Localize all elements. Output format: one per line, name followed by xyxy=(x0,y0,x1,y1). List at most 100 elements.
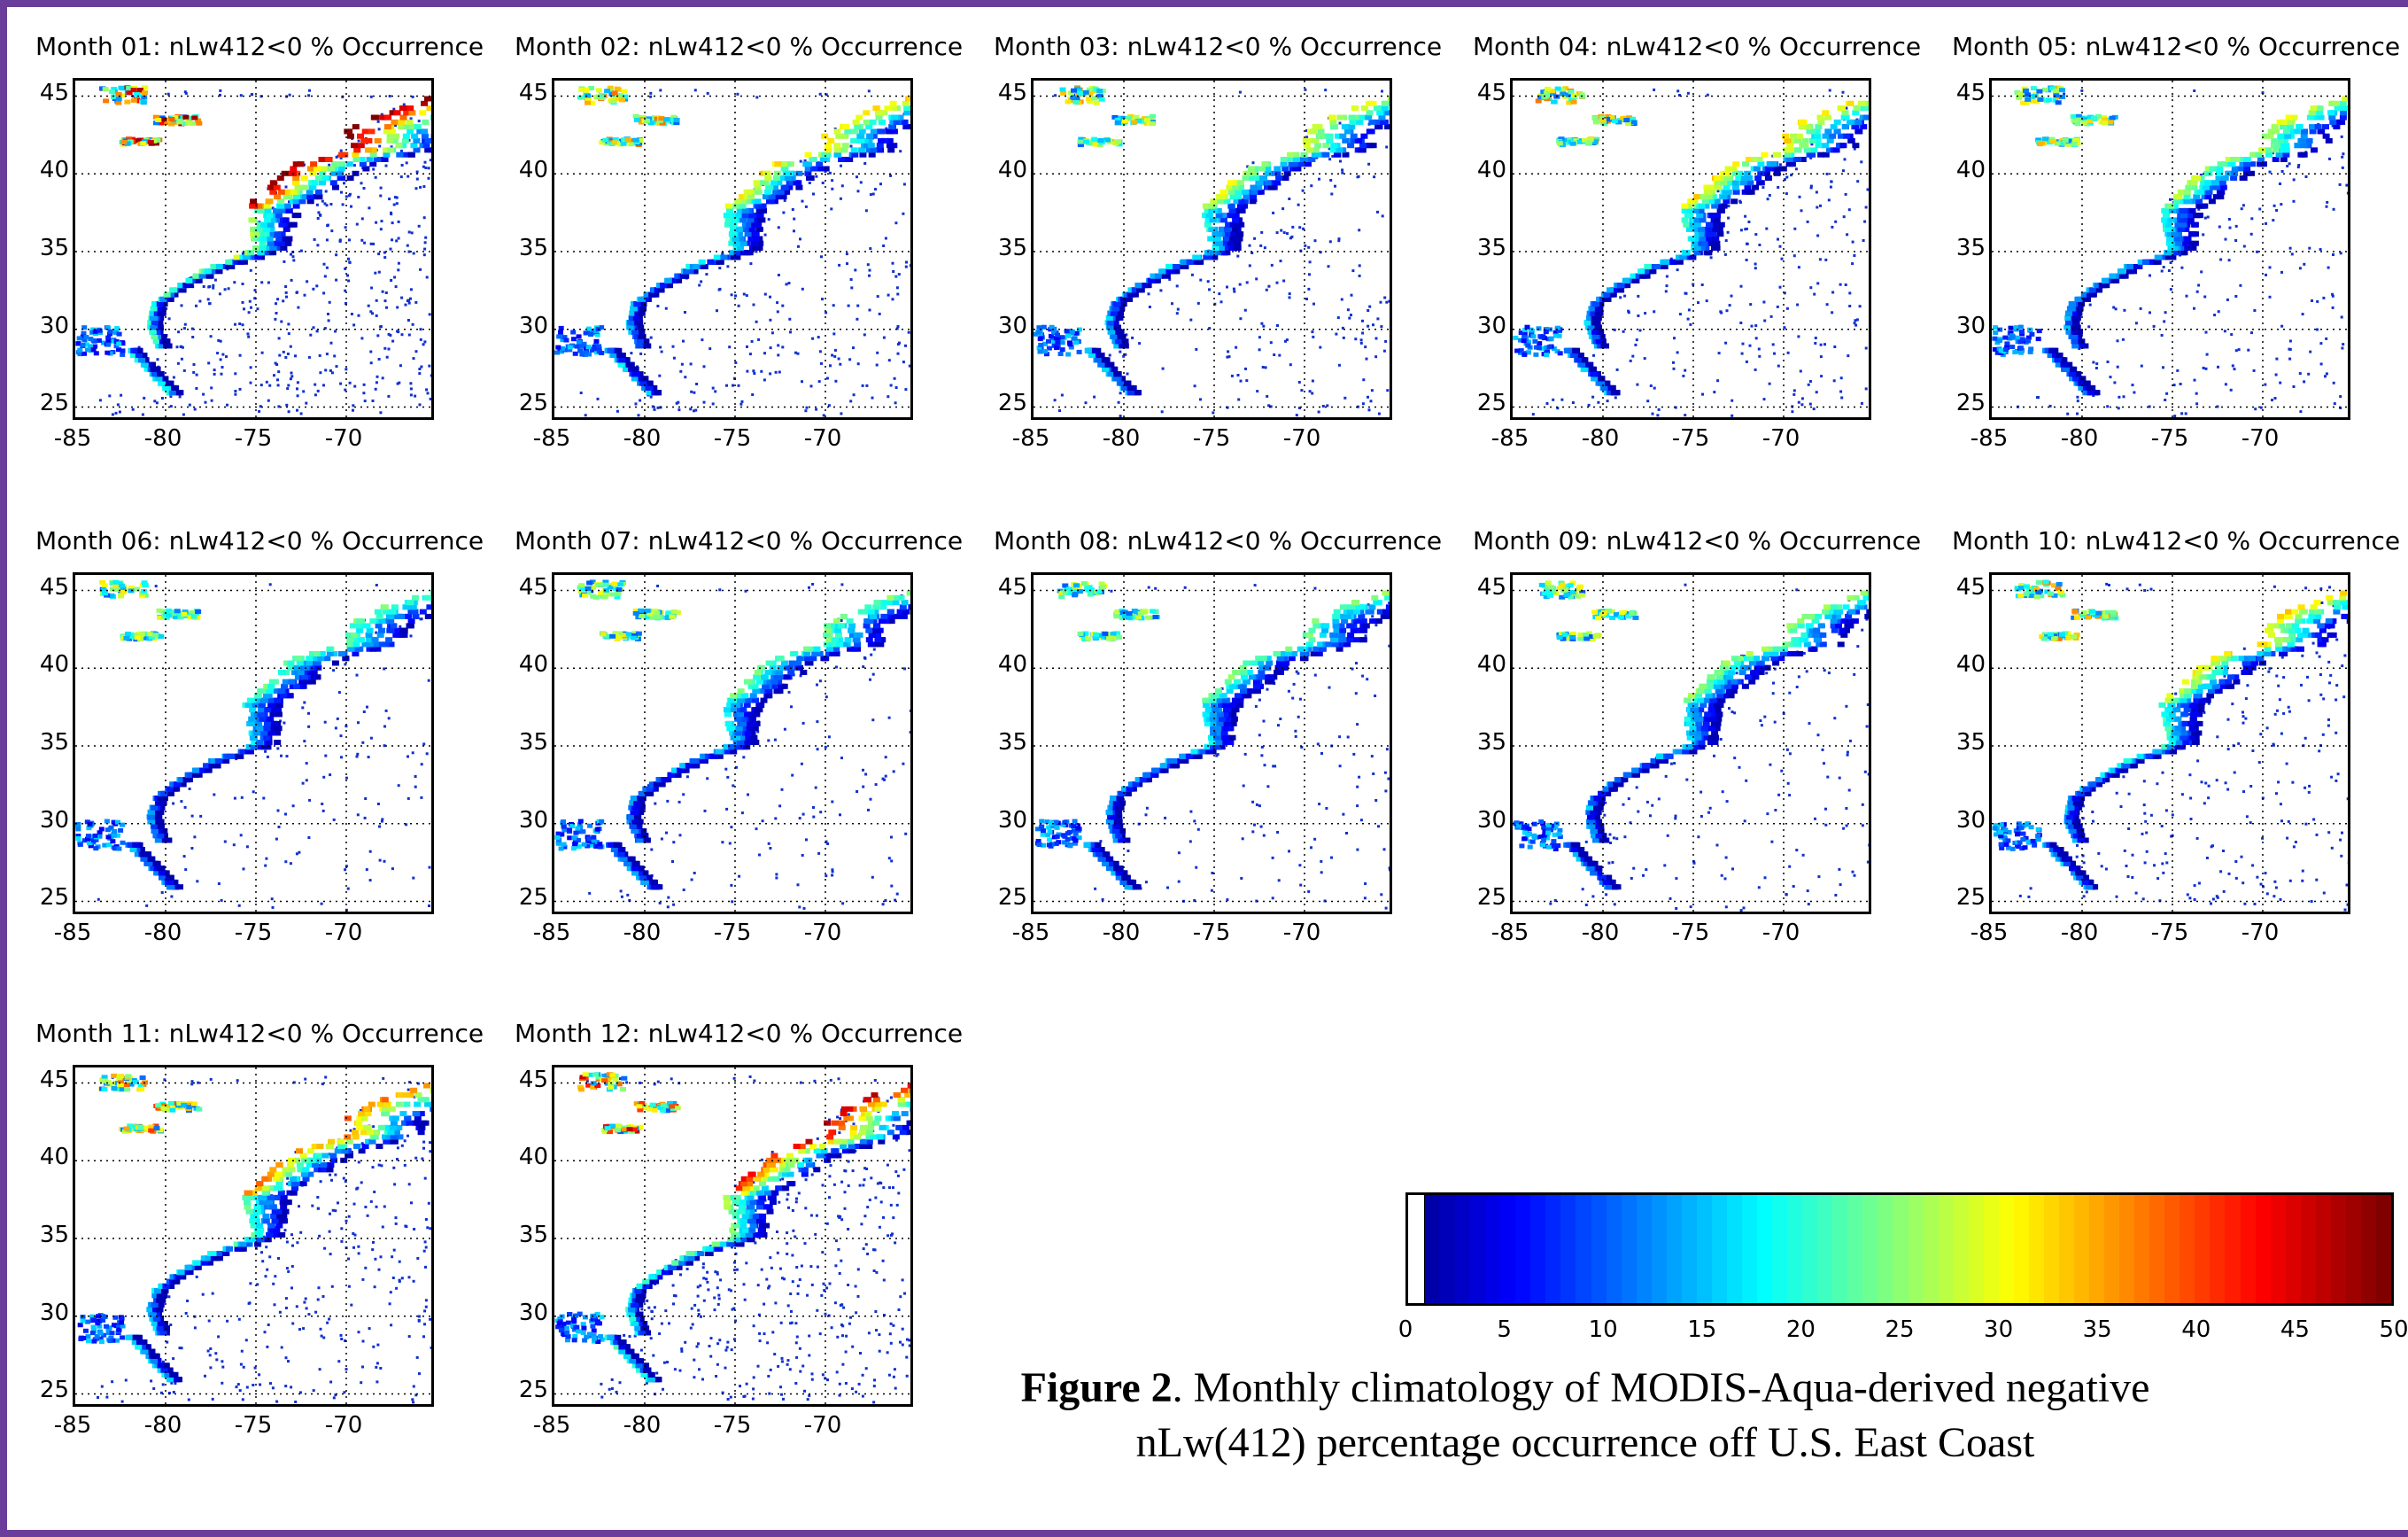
heatmap-cell xyxy=(1716,190,1720,193)
heatmap-cell xyxy=(1557,351,1563,356)
heatmap-cell xyxy=(1136,287,1144,293)
heatmap-cell xyxy=(1838,133,1845,139)
heatmap-cell xyxy=(2044,347,2052,353)
heatmap-cell xyxy=(1218,292,1221,296)
heatmap-cell xyxy=(1739,284,1743,288)
heatmap-cell xyxy=(1161,273,1169,279)
heatmap-cell xyxy=(291,255,295,259)
heatmap-cell xyxy=(1233,245,1241,251)
heatmap-cell xyxy=(314,189,322,195)
heatmap-cell xyxy=(817,380,821,384)
heatmap-cell xyxy=(2309,350,2312,353)
heatmap-cell xyxy=(851,151,859,158)
heatmap-cell xyxy=(1598,334,1606,339)
heatmap-cell xyxy=(1679,254,1687,260)
heatmap-cell xyxy=(374,137,382,144)
heatmap-cell xyxy=(2152,324,2156,328)
heatmap-cell xyxy=(1744,184,1752,190)
heatmap-cell xyxy=(1566,92,1573,97)
heatmap-cell xyxy=(890,143,898,149)
heatmap-cell xyxy=(679,369,683,373)
heatmap-cell xyxy=(2308,246,2311,250)
heatmap-cell xyxy=(107,331,112,337)
heatmap-cell xyxy=(868,268,871,272)
heatmap-cell xyxy=(1368,305,1372,308)
heatmap-cell xyxy=(250,231,258,237)
heatmap-cell xyxy=(1703,184,1711,190)
heatmap-cell xyxy=(1077,139,1084,144)
heatmap-cell xyxy=(1578,361,1586,368)
heatmap-cell xyxy=(1739,322,1743,324)
heatmap-cell xyxy=(1686,91,1690,95)
heatmap-cell xyxy=(638,120,645,125)
heatmap-cell xyxy=(116,331,122,337)
heatmap-cell xyxy=(1059,335,1065,340)
heatmap-cell xyxy=(391,119,399,125)
heatmap-cell xyxy=(1570,353,1577,358)
heatmap-cell xyxy=(1208,226,1216,232)
heatmap-cell xyxy=(2268,295,2272,299)
heatmap-cell xyxy=(839,197,842,200)
heatmap-cell xyxy=(192,363,196,366)
heatmap-cell xyxy=(2331,306,2334,309)
heatmap-cell xyxy=(643,118,650,123)
heatmap-cell xyxy=(1111,114,1119,120)
heatmap-cell xyxy=(284,285,288,288)
heatmap-cell xyxy=(781,166,789,172)
heatmap-cell xyxy=(1785,175,1789,179)
heatmap-cell xyxy=(2252,369,2256,372)
y-tick-label: 30 xyxy=(518,312,548,339)
heatmap-cell xyxy=(288,93,291,97)
heatmap-cell xyxy=(241,252,244,255)
heatmap-cell xyxy=(1042,341,1048,346)
heatmap-cell xyxy=(399,105,406,112)
heatmap-cell xyxy=(1041,324,1047,330)
heatmap-cell xyxy=(622,366,630,372)
y-tick-label: 25 xyxy=(997,390,1027,417)
heatmap-cell xyxy=(283,260,286,263)
heatmap-cell xyxy=(383,346,387,350)
heatmap-cell xyxy=(1259,244,1263,247)
heatmap-cell xyxy=(1687,308,1691,312)
heatmap-cell xyxy=(1338,121,1342,125)
heatmap-cell xyxy=(247,311,251,314)
heatmap-cell xyxy=(417,224,421,228)
x-tick-label: -75 xyxy=(234,425,273,452)
heatmap-cell xyxy=(419,185,422,189)
heatmap-cell xyxy=(1288,296,1291,299)
heatmap-cell xyxy=(1701,392,1704,396)
heatmap-cell xyxy=(2226,298,2229,301)
heatmap-cell xyxy=(1318,177,1320,181)
heatmap-cell xyxy=(1309,128,1317,135)
heatmap-cell xyxy=(610,95,617,100)
heatmap-cell xyxy=(412,357,415,361)
heatmap-cell xyxy=(1831,291,1835,294)
heatmap-cell xyxy=(617,142,623,147)
heatmap-cell xyxy=(90,347,97,353)
heatmap-cell xyxy=(825,147,832,153)
heatmap-cell xyxy=(385,306,388,309)
heatmap-cell xyxy=(212,286,215,290)
heatmap-cell xyxy=(358,157,366,162)
heatmap-cell xyxy=(269,189,277,195)
heatmap-cell xyxy=(831,353,834,357)
heatmap-cell xyxy=(210,264,218,269)
heatmap-cell xyxy=(751,393,755,396)
heatmap-cell xyxy=(422,119,430,125)
heatmap-cell xyxy=(1587,314,1595,321)
heatmap-cell xyxy=(887,359,891,362)
heatmap-cell xyxy=(2185,294,2188,298)
heatmap-cell xyxy=(357,196,360,198)
heatmap-cell xyxy=(806,175,813,181)
heatmap-cell xyxy=(314,194,322,200)
heatmap-cell xyxy=(253,231,261,237)
heatmap-cell xyxy=(1756,180,1764,186)
heatmap-cell xyxy=(1591,314,1599,321)
heatmap-cell xyxy=(1860,401,1863,405)
heatmap-cell xyxy=(1299,249,1303,252)
heatmap-cell xyxy=(811,337,815,340)
heatmap-cell xyxy=(1562,94,1569,99)
heatmap-cell xyxy=(190,327,194,330)
heatmap-cell xyxy=(2172,384,2176,387)
heatmap-cell xyxy=(424,236,428,239)
